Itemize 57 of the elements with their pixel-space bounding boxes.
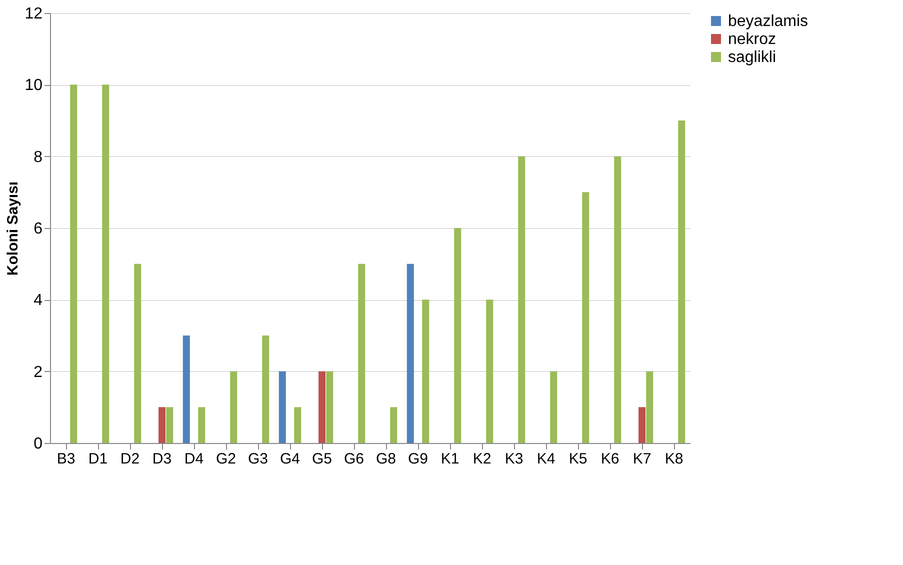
bar: [278, 371, 286, 443]
legend-label: saglikli: [728, 49, 776, 66]
bar: [198, 407, 206, 443]
bar: [318, 371, 326, 443]
bar: [166, 407, 174, 443]
bar: [486, 300, 494, 443]
bar: [406, 264, 414, 443]
bar: [646, 371, 654, 443]
x-tick-label: G2: [216, 450, 236, 468]
x-tick-label: D3: [152, 450, 172, 468]
bar: [134, 264, 142, 443]
bar: [70, 84, 78, 443]
x-tick-label: K2: [472, 450, 492, 468]
bar: [182, 336, 190, 443]
bar: [422, 300, 430, 443]
x-tick-label: D2: [120, 450, 140, 468]
x-tick-label: K1: [440, 450, 460, 468]
x-tick-label: G9: [408, 450, 428, 468]
legend-label: nekroz: [728, 31, 776, 48]
y-tick-label: 2: [34, 364, 43, 381]
x-tick-label: G8: [376, 450, 396, 468]
x-tick-label: K4: [536, 450, 556, 468]
y-tick-label: 6: [34, 220, 43, 238]
x-tick-label: B3: [56, 450, 76, 468]
bar: [326, 371, 334, 443]
bar: [678, 120, 686, 443]
bar: [638, 407, 646, 443]
y-tick-label: 10: [24, 77, 43, 94]
bar: [454, 228, 462, 443]
y-tick-label: 8: [34, 148, 43, 166]
bar: [102, 84, 110, 443]
x-tick-label: K7: [632, 450, 652, 468]
x-tick-label: G4: [280, 450, 300, 468]
y-tick-label: 0: [34, 436, 43, 452]
bar: [158, 407, 166, 443]
bar: [358, 264, 366, 443]
bar: [518, 156, 526, 443]
bar: [230, 371, 238, 443]
x-tick-label: G3: [248, 450, 268, 468]
x-tick-label: D4: [184, 450, 204, 468]
bar: [294, 407, 302, 443]
x-tick-label: K5: [568, 450, 588, 468]
bar: [614, 156, 622, 443]
legend-label: beyazlamis: [728, 13, 808, 30]
x-tick-label: K6: [600, 450, 620, 468]
bar: [390, 407, 398, 443]
x-tick-label: G5: [312, 450, 332, 468]
x-tick-label: G6: [344, 450, 364, 468]
x-tick-label: K3: [504, 450, 524, 468]
y-tick-label: 12: [24, 6, 43, 22]
x-tick-label: K8: [664, 450, 684, 468]
y-axis-title: Koloni Sayısı: [4, 181, 22, 276]
bar: [262, 336, 270, 443]
bar: [582, 192, 590, 443]
bar: [550, 371, 558, 443]
x-tick-label: D1: [88, 450, 108, 468]
y-tick-label: 4: [34, 292, 43, 310]
